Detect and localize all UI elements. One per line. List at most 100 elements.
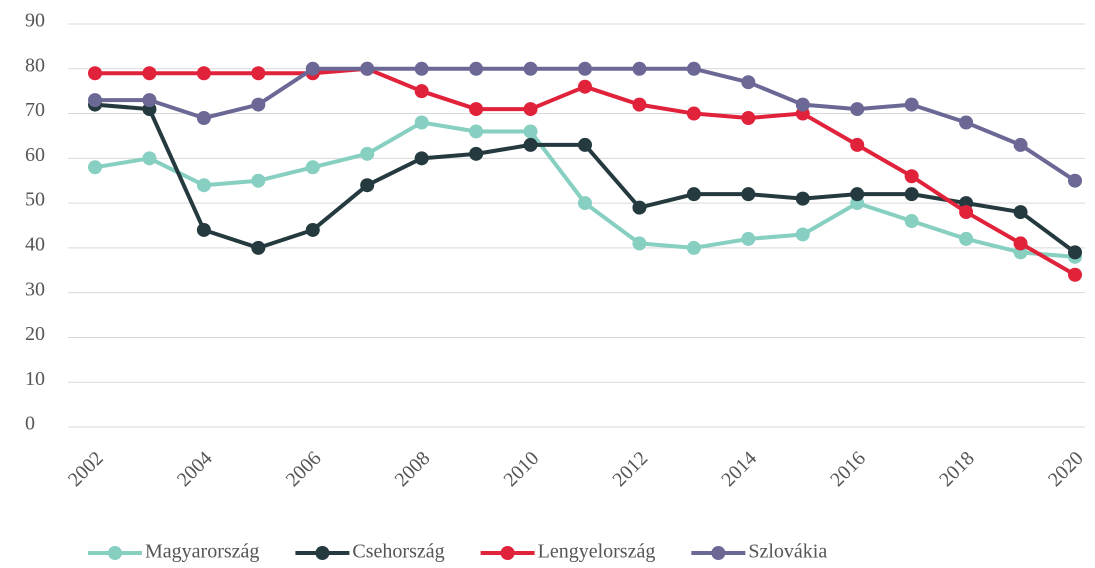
data-point [305,222,320,237]
legend-label: Magyarország [145,541,259,563]
data-point [360,146,375,161]
data-point [196,111,211,126]
data-point [469,124,484,139]
legend-marker [315,546,330,560]
data-point [1013,205,1028,220]
data-point [904,214,919,229]
data-point [88,66,102,81]
legend-marker [108,546,122,560]
data-point [904,187,919,202]
legend-item: Csehország [295,541,445,563]
data-point [523,137,538,152]
data-point [88,93,102,108]
data-point [142,93,157,108]
data-point [959,231,974,246]
data-point [1068,245,1082,260]
data-point [632,200,647,215]
data-point [1068,173,1082,188]
x-tick-label: 2020 [1044,447,1088,491]
series-line [94,102,1077,254]
data-point [251,173,266,188]
y-tick-label: 50 [25,189,45,211]
data-point [360,178,375,193]
x-tick-label: 2006 [282,447,326,491]
data-point [469,61,484,76]
y-tick-label: 70 [25,99,45,121]
data-point [414,115,429,130]
data-point [142,66,157,81]
legend-label: Szlovákia [748,541,827,563]
data-point [795,97,810,112]
data-point [741,187,756,202]
data-point [850,187,865,202]
data-point [959,115,974,130]
data-point [523,102,538,117]
data-point [414,61,429,76]
y-tick-label: 10 [25,368,45,390]
data-point [469,146,484,161]
legend-label: Lengyelország [538,541,656,563]
data-point [578,137,592,152]
data-point [305,61,320,76]
x-tick-label: 2010 [499,447,543,491]
x-tick-label: 2014 [717,447,761,491]
data-point [142,151,157,166]
data-point [305,160,320,175]
data-point [523,124,538,139]
y-tick-label: 90 [25,10,45,32]
y-tick-label: 30 [25,278,45,300]
data-point [741,75,756,90]
y-tick-label: 0 [25,413,35,435]
data-point [578,61,592,76]
x-tick-label: 2016 [826,447,870,491]
x-tick-label: 2004 [173,447,217,491]
data-point [414,84,429,99]
data-point [741,111,756,126]
y-tick-label: 60 [25,144,45,166]
data-point [523,61,538,76]
legend-marker [500,546,515,560]
x-tick-label: 2018 [935,447,979,491]
data-point [1013,236,1028,251]
legend-label: Csehország [352,541,444,563]
x-tick-label: 2008 [391,447,435,491]
data-point [686,187,701,202]
data-point [850,102,865,117]
data-point [632,61,647,76]
data-point [88,160,102,175]
legend-item: Lengyelország [480,541,656,563]
data-point [632,97,647,112]
data-point [196,178,211,193]
data-point [904,169,919,184]
data-point [196,222,211,237]
data-point [196,66,211,81]
y-tick-label: 40 [25,233,45,255]
legend-item: Szlovákia [691,541,827,563]
data-point [360,61,375,76]
data-point [959,205,974,220]
data-point [1013,137,1028,152]
data-point [686,61,701,76]
data-point [251,240,266,255]
data-point [251,97,266,112]
legend-marker [711,546,726,560]
data-point [686,106,701,121]
data-point [741,231,756,246]
x-tick-label: 2012 [608,447,652,491]
x-tick-label: 2002 [64,447,108,491]
data-point [414,151,429,166]
data-point [904,97,919,112]
data-point [795,191,810,206]
y-tick-label: 80 [25,54,45,76]
data-point [1068,267,1082,282]
data-point [632,236,647,251]
data-point [686,240,701,255]
data-point [795,227,810,242]
data-point [578,79,592,94]
data-point [251,66,266,81]
legend-item: Magyarország [88,541,259,563]
data-point [850,137,865,152]
data-point [578,196,592,211]
y-tick-label: 20 [25,323,45,345]
